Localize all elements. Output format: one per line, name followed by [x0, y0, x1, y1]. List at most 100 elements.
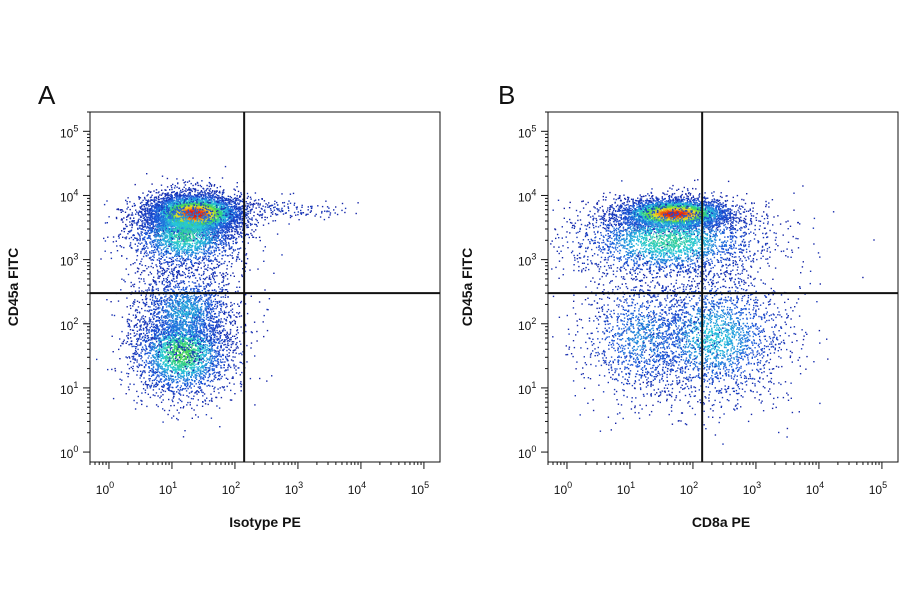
event-dot	[253, 230, 255, 233]
event-dot	[188, 189, 191, 191]
event-dot	[144, 198, 146, 200]
event-dot	[188, 218, 190, 220]
event-dot	[165, 217, 167, 219]
event-dot	[139, 202, 142, 204]
event-dot	[171, 203, 173, 205]
event-dot	[144, 211, 147, 213]
event-dot	[241, 218, 243, 220]
event-dot	[222, 207, 224, 209]
event-dot	[172, 227, 174, 229]
event-dot	[210, 246, 212, 248]
event-dot	[212, 242, 215, 244]
event-dot	[171, 202, 174, 204]
event-dot	[217, 208, 220, 210]
event-dot	[213, 201, 216, 204]
event-dot	[236, 216, 238, 219]
event-dot	[155, 199, 157, 201]
event-dot	[147, 211, 150, 213]
event-dot	[146, 212, 148, 215]
event-dot	[175, 214, 177, 216]
event-dot	[248, 210, 250, 213]
event-dot	[166, 213, 168, 215]
event-dot	[225, 208, 227, 211]
event-dot	[171, 208, 173, 210]
event-dot	[249, 212, 252, 214]
event-dot	[212, 208, 214, 210]
event-dot	[164, 204, 166, 206]
event-dot	[156, 228, 158, 230]
event-dot	[214, 195, 217, 198]
event-dot	[235, 203, 237, 205]
event-dot	[148, 205, 150, 207]
event-dot	[172, 199, 175, 201]
event-dot	[183, 209, 186, 212]
event-dot	[164, 193, 167, 195]
event-dot	[200, 212, 202, 214]
event-dot	[195, 203, 197, 206]
event-dot	[198, 216, 201, 219]
event-dot	[146, 211, 149, 213]
event-dot	[199, 207, 201, 209]
event-dot	[144, 208, 146, 211]
event-dot	[212, 193, 214, 196]
event-dot	[179, 204, 181, 207]
event-dot	[228, 223, 230, 226]
event-dot	[198, 195, 201, 197]
event-dot	[235, 206, 237, 209]
event-dot	[191, 209, 193, 211]
event-dot	[181, 226, 183, 228]
event-dot	[206, 193, 208, 195]
event-dot	[234, 209, 237, 211]
event-dot	[238, 208, 241, 210]
event-dot	[163, 205, 166, 207]
event-dot	[175, 194, 177, 196]
event-dot	[221, 210, 224, 212]
event-dot	[202, 200, 204, 202]
event-dot	[208, 181, 210, 184]
event-dot	[260, 214, 262, 216]
event-dot	[149, 213, 152, 215]
event-dot	[228, 203, 230, 205]
event-dot	[223, 199, 225, 201]
event-dot	[247, 211, 249, 213]
event-dot	[216, 222, 218, 224]
event-dot	[198, 226, 200, 228]
event-dot	[230, 216, 233, 218]
event-dot	[238, 212, 241, 215]
event-dot	[210, 221, 213, 223]
event-dot	[138, 198, 140, 200]
event-dot	[165, 215, 168, 217]
event-dot	[240, 209, 242, 211]
event-dot	[190, 195, 193, 197]
event-dot	[231, 230, 234, 232]
event-dot	[234, 216, 236, 218]
event-dot	[170, 211, 172, 213]
event-dot	[207, 192, 209, 194]
event-dot	[156, 230, 158, 232]
event-dot	[236, 226, 239, 229]
event-dot	[212, 219, 214, 221]
event-dot	[238, 209, 240, 212]
event-dot	[194, 204, 196, 206]
event-dot	[225, 202, 227, 204]
event-dot	[212, 211, 215, 213]
event-dot	[148, 209, 150, 211]
event-dot	[217, 222, 219, 224]
event-dot	[222, 190, 224, 192]
event-dot	[166, 200, 168, 202]
event-dot	[220, 203, 222, 205]
event-dot	[209, 217, 211, 219]
event-dot	[247, 213, 249, 215]
event-dot	[190, 189, 193, 192]
event-dot	[232, 212, 235, 215]
event-dot	[144, 229, 147, 232]
event-dot	[240, 192, 242, 194]
event-dot	[239, 226, 241, 228]
event-dot	[211, 231, 213, 234]
event-dot	[217, 219, 220, 221]
event-dot	[239, 219, 241, 221]
event-dot	[210, 185, 213, 187]
event-dot	[166, 177, 169, 180]
event-dot	[220, 212, 222, 214]
event-dot	[177, 207, 180, 209]
